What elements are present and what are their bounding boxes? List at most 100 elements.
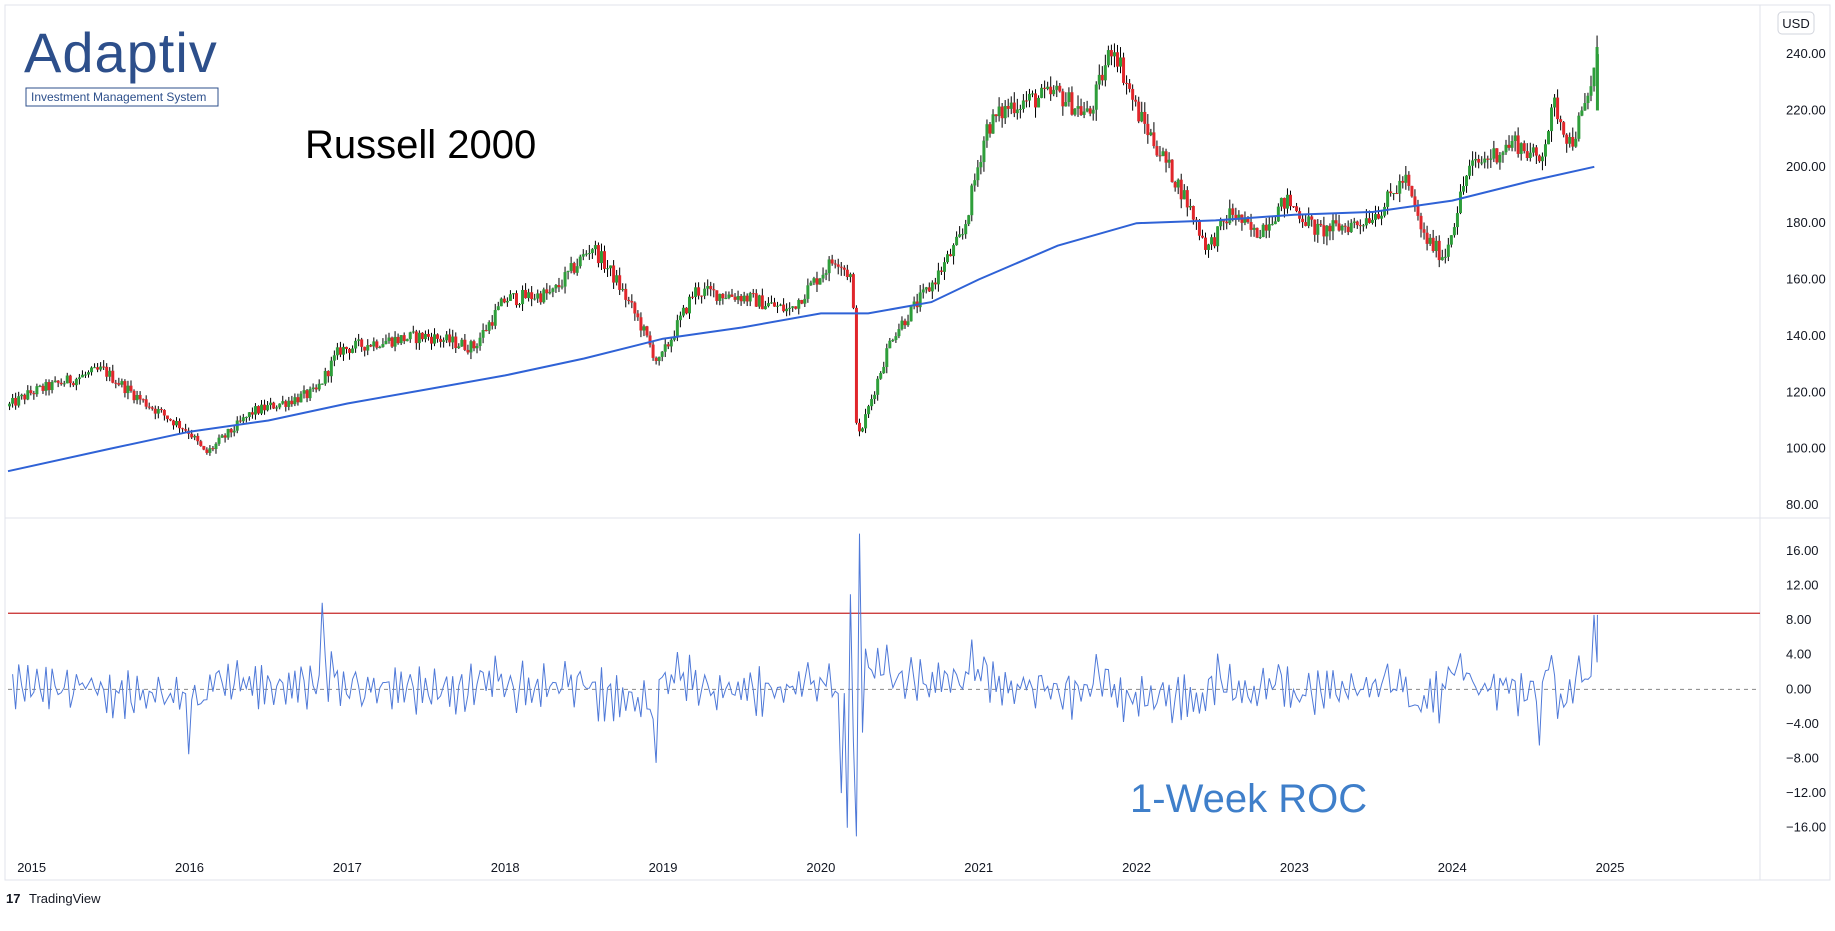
logo-subtitle: Investment Management System [31,90,206,104]
candle-body [1416,205,1420,216]
candle-body [654,357,658,361]
candle-body [609,265,613,269]
candle-body [1149,132,1153,136]
candle-body [876,378,880,395]
candle-body [733,296,737,300]
candle-body [1009,102,1013,109]
candle-body [864,414,868,429]
candle-body [800,299,804,304]
candle-body [1191,206,1195,220]
candle-body [196,435,200,442]
candle-body [1559,119,1563,123]
candle-body [942,262,946,272]
candle-body [1012,102,1016,114]
candle-body [433,334,437,344]
candle-body [357,339,361,341]
candle-body [1085,108,1089,112]
candle-body [511,293,515,295]
candle-body [1204,237,1208,250]
candle-body [1231,208,1235,215]
candle-body [175,420,179,426]
candle-body [1179,179,1183,200]
tradingview-brand[interactable]: 17 TradingView [6,891,101,906]
candle-body [1352,221,1356,223]
candle-body [162,409,166,416]
candle-body [308,389,312,399]
candle-body [1355,221,1359,226]
candle-body [8,403,12,407]
candle-body [375,341,379,348]
candle-body [575,266,579,273]
candle-body [1134,99,1138,102]
candle-body [1155,146,1159,156]
candle-body [1279,197,1283,207]
candle-body [851,274,855,308]
candle-body [1122,57,1126,83]
candle-body [74,379,78,386]
candle-body [1125,82,1129,84]
candle-body [253,406,257,415]
candle-body [1167,159,1171,163]
candle-body [463,339,467,350]
candle-body [1264,224,1268,231]
candle-body [566,270,570,273]
candle-body [14,397,18,406]
candle-body [199,441,203,447]
candle-body [1173,182,1177,188]
candle-body [1504,144,1508,153]
candle-body [1200,235,1204,238]
time-tick-label: 2020 [806,860,835,875]
candle-body [1091,109,1095,114]
candle-body [138,395,142,400]
candle-body [184,429,188,431]
candle-body [514,293,518,306]
currency-badge[interactable]: USD [1777,11,1815,35]
candle-body [281,401,285,404]
candle-body [554,285,558,289]
candle-body [1452,227,1456,236]
candle-body [1334,220,1338,224]
candle-body [606,268,610,270]
candle-body [766,303,770,307]
candle-body [1100,74,1104,81]
candle-body [1550,107,1554,132]
candle-body [912,301,916,307]
candle-body [533,298,537,300]
candle-body [1413,196,1417,206]
candle-body [1146,123,1150,136]
candle-body [1210,237,1214,245]
candle-body [345,346,349,349]
time-tick-label: 2017 [333,860,362,875]
candle-body [223,435,227,438]
candle-body [1243,217,1247,223]
candle-body [417,332,421,344]
candle-body [32,393,36,395]
time-tick-label: 2022 [1122,860,1151,875]
candle-body [1119,57,1123,67]
candle-body [211,448,215,450]
candle-body [272,402,276,409]
candle-body [557,285,561,288]
candle-body [727,294,731,298]
candle-body [59,382,63,385]
candle-body [420,332,424,340]
candle-body [260,404,264,414]
candle-body [590,249,594,254]
candle-body [888,340,892,349]
candle-body [123,381,127,394]
price-tick-label: 240.00 [1786,46,1826,61]
candle-body [721,293,725,299]
candle-body [466,349,470,353]
time-tick-label: 2019 [649,860,678,875]
candle-body [1346,226,1350,233]
candle-body [269,402,273,406]
candle-body [1446,244,1450,257]
roc-pane-title: 1-Week ROC [1130,777,1367,821]
candle-body [120,381,124,385]
candle-body [706,286,710,289]
candle-body [651,344,655,358]
candle-body [363,346,367,351]
candle-body [596,245,600,264]
candle-body [496,306,500,311]
